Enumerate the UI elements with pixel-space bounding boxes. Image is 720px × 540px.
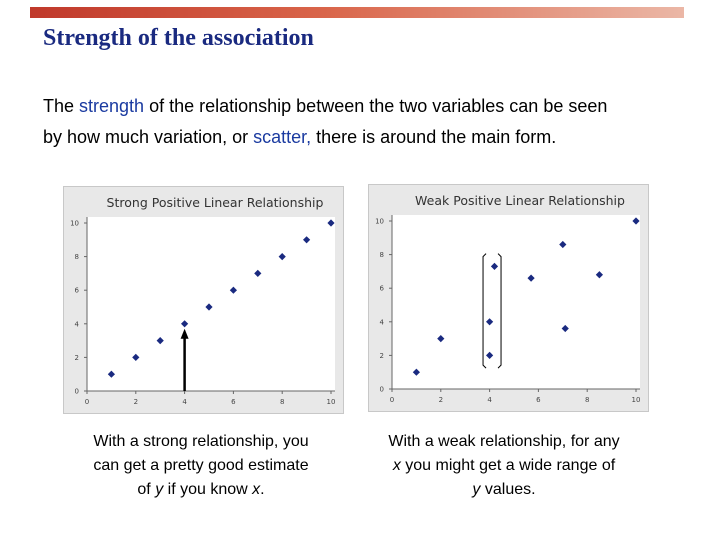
strong-relationship-chart: Strong Positive Linear Relationship 0 2 4 6 8… <box>63 186 344 414</box>
y-tick-label: 8 <box>380 251 384 259</box>
annotation-bracket-right <box>497 253 502 369</box>
caption-weak-line-3: y values. <box>368 478 640 502</box>
caption-strong-text: . <box>260 481 265 498</box>
data-point <box>527 274 535 282</box>
page-title: Strength of the association <box>43 25 314 51</box>
annotation-arrow-head <box>180 328 189 339</box>
y-tick-label: 10 <box>70 220 79 228</box>
y-tick-label: 10 <box>375 218 384 226</box>
y-tick-label: 2 <box>75 354 79 362</box>
plot-area <box>392 215 640 389</box>
y-tick-label: 6 <box>75 287 80 295</box>
chart-title: Weak Positive Linear Relationship <box>415 193 625 208</box>
caption-weak-line-1: With a weak relationship, for any <box>388 433 620 450</box>
caption-strong-text: if you know <box>163 481 253 498</box>
body-line-2-pre: by how much variation, or <box>43 127 254 147</box>
caption-weak: With a weak relationship, for any x you … <box>368 430 640 502</box>
caption-strong-line-3: of y if you know x. <box>72 478 330 502</box>
body-line-1-post: of the relationship between the two vari… <box>144 96 608 116</box>
x-tick-label: 2 <box>439 396 443 404</box>
caption-strong: With a strong relationship, you can get … <box>72 430 330 502</box>
y-tick-label: 4 <box>380 318 385 326</box>
body-line-2: by how much variation, or scatter, there… <box>43 127 693 148</box>
caption-strong-line-2: can get a pretty good estimate <box>93 457 309 474</box>
x-tick-label: 10 <box>632 396 641 404</box>
variable-y: y <box>472 481 481 498</box>
keyword-strength: strength <box>79 96 145 116</box>
y-tick-label: 0 <box>380 386 384 394</box>
data-point <box>632 217 640 225</box>
y-tick-label: 4 <box>75 320 80 328</box>
chart-title: Strong Positive Linear Relationship <box>107 195 324 210</box>
data-point <box>559 240 567 249</box>
data-point <box>107 370 115 378</box>
caption-strong-text: of <box>137 481 156 498</box>
caption-strong-line-1: With a strong relationship, you <box>93 433 309 450</box>
x-tick-label: 8 <box>280 398 284 406</box>
y-tick-label: 0 <box>75 388 79 396</box>
body-line-2-post: there is around the main form. <box>311 127 557 147</box>
variable-x: x <box>252 481 261 498</box>
data-point <box>205 303 213 311</box>
accent-bar <box>30 7 684 18</box>
data-point <box>278 253 286 261</box>
variable-x: x <box>392 457 401 474</box>
y-tick-label: 6 <box>380 285 385 293</box>
data-point <box>327 219 335 227</box>
annotation-bracket-left <box>482 253 487 369</box>
body-line-1-pre: The <box>43 96 80 116</box>
x-tick-label: 2 <box>134 398 138 406</box>
x-tick-label: 6 <box>536 396 541 404</box>
weak-relationship-chart: Weak Positive Linear Relationship 0 2 4 6 8 10… <box>368 184 649 412</box>
data-point <box>181 320 189 328</box>
x-tick-label: 0 <box>390 396 394 404</box>
caption-weak-text: you might get a wide range of <box>400 457 616 474</box>
y-tick-label: 8 <box>75 253 79 261</box>
x-tick-label: 4 <box>182 398 187 406</box>
y-tick-label: 2 <box>380 352 384 360</box>
x-tick-label: 10 <box>327 398 336 406</box>
x-tick-label: 8 <box>585 396 589 404</box>
x-tick-label: 6 <box>231 398 236 406</box>
variable-y: y <box>155 481 164 498</box>
plot-area <box>87 217 335 391</box>
body-line-1: The strength of the relationship between… <box>43 96 693 117</box>
x-tick-label: 4 <box>487 396 492 404</box>
caption-weak-line-2: x you might get a wide range of <box>368 454 640 478</box>
x-tick-label: 0 <box>85 398 89 406</box>
keyword-scatter: scatter, <box>253 127 312 147</box>
caption-weak-text: values. <box>480 481 536 498</box>
